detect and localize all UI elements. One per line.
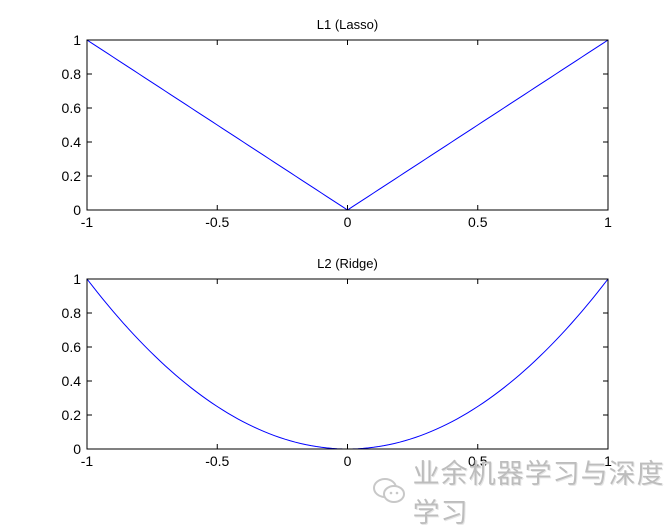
watermark-text: 业余机器学习与深度学习 xyxy=(412,459,665,529)
y-tick-label: 0.6 xyxy=(62,100,82,116)
series-line-2 xyxy=(86,278,609,450)
y-tick-label: 1 xyxy=(73,32,81,48)
x-tick-label: 0.5 xyxy=(468,453,488,469)
y-tick-label: 0.2 xyxy=(62,407,82,423)
y-tick-label: 0.8 xyxy=(62,305,82,321)
series-line-1 xyxy=(86,39,609,211)
axes-box-1 xyxy=(86,39,609,211)
y-tick-label: 0.6 xyxy=(62,339,82,355)
axes-box-2 xyxy=(86,278,609,450)
x-tick-label: 0.5 xyxy=(468,214,488,230)
x-tick-label: 0 xyxy=(344,453,352,469)
watermark: 业余机器学习与深度学习 xyxy=(372,452,672,530)
y-tick-label: 0 xyxy=(73,441,81,457)
wechat-icon xyxy=(372,476,405,506)
chart-title: L1 (Lasso) xyxy=(317,17,378,32)
y-tick-label: 0.4 xyxy=(62,134,82,150)
x-tick-label: -0.5 xyxy=(205,453,229,469)
x-tick-label: 1 xyxy=(604,453,612,469)
y-tick-label: 0.4 xyxy=(62,373,82,389)
x-tick-label: 1 xyxy=(604,214,612,230)
x-tick-label: 0 xyxy=(344,214,352,230)
x-tick-label: -0.5 xyxy=(205,214,229,230)
x-tick-label: -1 xyxy=(81,453,94,469)
y-tick-label: 0.8 xyxy=(62,66,82,82)
y-tick-label: 1 xyxy=(73,271,81,287)
figure: -1 -0.5 0 0.5 1 0 0.2 0.4 0.6 0.8 1 L1 (Lasso) -1 -0.… xyxy=(62,17,613,469)
chart-title: L2 (Ridge) xyxy=(317,256,378,271)
y-tick-label: 0 xyxy=(73,202,81,218)
y-tick-label: 0.2 xyxy=(62,168,82,184)
x-tick-label: -1 xyxy=(81,214,94,230)
